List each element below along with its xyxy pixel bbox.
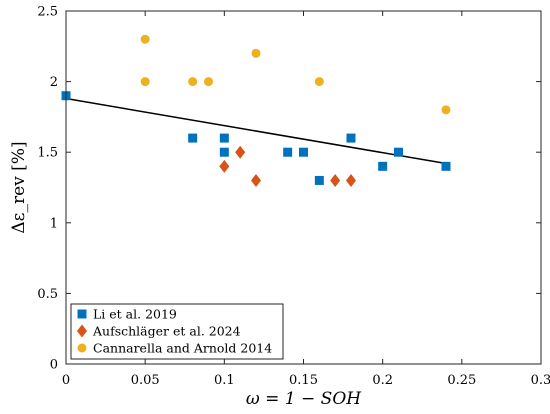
- data-point-series-2: [219, 159, 230, 173]
- data-point-series-1: [188, 133, 198, 143]
- data-point-series-1: [219, 133, 229, 143]
- legend-marker-series-2: [77, 324, 87, 338]
- legend-marker-series-3: [77, 343, 87, 353]
- data-point-series-1: [394, 147, 403, 157]
- x-tick-label: 0.1: [214, 373, 235, 388]
- data-point-series-3: [441, 105, 451, 115]
- data-point-series-1: [346, 133, 356, 143]
- data-point-series-2: [235, 145, 246, 159]
- x-tick-label: 0.25: [447, 373, 476, 388]
- legend-box: [70, 303, 284, 360]
- legend: Li et al. 2019 Aufschläger et al. 2024 Can…: [70, 303, 284, 360]
- data-point-series-1: [283, 147, 293, 157]
- data-point-series-1: [299, 147, 308, 157]
- data-point-series-1: [314, 175, 324, 185]
- x-axis-label: ω = 1 − SOH: [246, 389, 362, 409]
- legend-entry-label: Aufschläger et al. 2024: [92, 324, 241, 339]
- y-tick-label: 1: [50, 216, 58, 231]
- data-point-series-3: [204, 77, 213, 87]
- data-point-series-1: [441, 161, 451, 171]
- x-tick-label: 0.3: [531, 373, 550, 388]
- legend-marker-series-1: [77, 309, 87, 319]
- data-point-series-1: [378, 161, 388, 171]
- y-tick-label: 2: [50, 75, 58, 90]
- data-point-series-3: [251, 48, 261, 58]
- trend-line: [65, 97, 447, 165]
- y-tick-label: 2.5: [37, 5, 58, 20]
- x-tick-label: 0.05: [131, 373, 160, 388]
- y-axis-label: Δε_rev [%]: [9, 141, 29, 233]
- data-point-series-2: [330, 173, 341, 187]
- data-point-series-1: [219, 147, 229, 157]
- y-tick-label: 1.5: [37, 146, 58, 161]
- y-tick-label: 0.5: [37, 287, 58, 302]
- legend-entry-label: Li et al. 2019: [93, 307, 177, 322]
- data-point-series-3: [140, 34, 150, 44]
- data-point-series-2: [346, 173, 356, 187]
- legend-entry-label: Cannarella and Arnold 2014: [93, 341, 272, 356]
- data-point-series-3: [188, 77, 198, 87]
- data-point-series-3: [140, 77, 150, 87]
- data-point-series-3: [314, 77, 324, 87]
- x-tick-label: 0: [62, 373, 70, 388]
- x-tick-label: 0.15: [289, 373, 318, 388]
- plot-area-frame: [65, 10, 542, 365]
- x-tick-label: 0.2: [372, 373, 393, 388]
- y-tick-label: 0: [50, 358, 58, 373]
- data-point-series-2: [251, 173, 261, 187]
